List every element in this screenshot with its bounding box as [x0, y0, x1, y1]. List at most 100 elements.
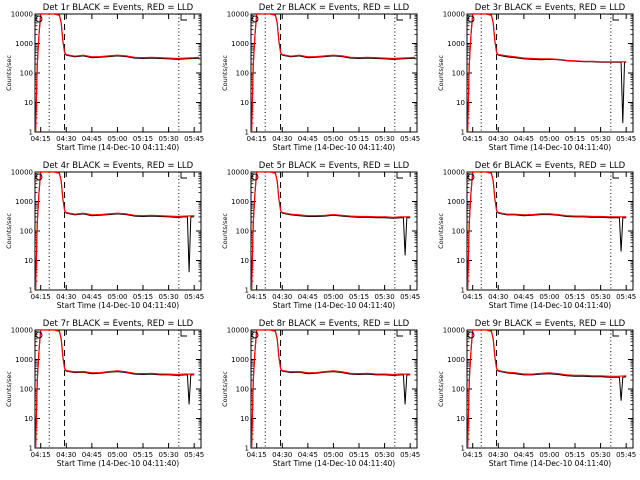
plot-frame: [34, 171, 202, 291]
x-tick-label: 04:45: [298, 451, 318, 459]
y-tick-label: 100: [236, 386, 249, 394]
end-bracket-icon: [612, 330, 619, 337]
y-tick-label: 10: [456, 99, 465, 107]
x-tick-label: 05:45: [616, 135, 636, 143]
panel-title: Det 5r BLACK = Events, RED = LLD: [259, 161, 410, 171]
panel-1: Det 1r BLACK = Events, RED = LLD 04:15 04:…: [5, 3, 204, 152]
plot-frame: [250, 329, 418, 449]
y-axis-label: Counts/sec: [5, 371, 13, 407]
series-line-lld: [35, 172, 195, 290]
x-tick-label: 05:45: [184, 293, 204, 301]
y-tick-label: 10: [24, 99, 33, 107]
x-tick-label: 04:30: [272, 135, 292, 143]
y-axis-label: Counts/sec: [437, 55, 445, 91]
panel-8: Det 8r BLACK = Events, RED = LLD 04:15 04:…: [221, 319, 420, 468]
series-line-events: [35, 330, 195, 448]
x-tick-label: 04:45: [514, 451, 534, 459]
y-tick-label: 10: [240, 99, 249, 107]
x-axis-label: Start Time (14-Dec-10 04:11:40): [57, 143, 179, 152]
start-marker-icon: [251, 15, 259, 23]
x-tick-label: 05:00: [539, 451, 559, 459]
panel-title: Det 6r BLACK = Events, RED = LLD: [475, 161, 626, 171]
x-tick-label: 05:30: [159, 451, 179, 459]
x-tick-label: 04:45: [298, 135, 318, 143]
panel-title: Det 8r BLACK = Events, RED = LLD: [259, 319, 410, 329]
x-tick-label: 05:30: [591, 293, 611, 301]
x-tick-label: 04:30: [272, 451, 292, 459]
x-tick-label: 04:45: [514, 135, 534, 143]
series-line-events: [35, 172, 195, 290]
x-axis-label: Start Time (14-Dec-10 04:11:40): [489, 301, 611, 310]
start-marker-icon: [251, 331, 259, 339]
y-axis-label: Counts/sec: [5, 213, 13, 249]
panel-3: Det 3r BLACK = Events, RED = LLD 04:15 04:…: [437, 3, 636, 152]
panel-2: Det 2r BLACK = Events, RED = LLD 04:15 04:…: [221, 3, 420, 152]
series-line-events: [467, 14, 627, 132]
start-marker-icon: [467, 173, 475, 181]
start-marker-icon: [35, 331, 43, 339]
y-tick-label: 100: [452, 228, 465, 236]
x-tick-label: 04:45: [298, 293, 318, 301]
x-tick-label: 05:15: [565, 451, 585, 459]
plot-frame: [466, 171, 634, 291]
start-marker-icon: [35, 173, 43, 181]
y-tick-label: 10: [240, 415, 249, 423]
x-tick-label: 04:15: [463, 451, 483, 459]
y-tick-label: 1: [461, 445, 465, 453]
x-tick-label: 05:45: [400, 451, 420, 459]
y-tick-label: 1: [29, 287, 33, 295]
x-tick-label: 05:15: [133, 135, 153, 143]
y-tick-label: 1: [245, 287, 249, 295]
x-tick-label: 05:30: [375, 451, 395, 459]
series-line-events: [467, 172, 627, 290]
x-tick-label: 05:30: [159, 293, 179, 301]
x-tick-label: 04:30: [272, 293, 292, 301]
x-tick-label: 05:00: [323, 135, 343, 143]
y-tick-label: 10: [24, 257, 33, 265]
x-tick-label: 04:30: [488, 135, 508, 143]
x-tick-label: 05:30: [591, 135, 611, 143]
y-tick-label: 1: [29, 445, 33, 453]
x-tick-label: 04:45: [82, 293, 102, 301]
plot-frame: [466, 13, 634, 133]
series-line-events: [35, 14, 200, 132]
y-tick-label: 1000: [447, 40, 465, 48]
series-line-lld: [467, 172, 627, 290]
x-tick-label: 05:00: [323, 293, 343, 301]
plot-frame: [466, 329, 634, 449]
x-tick-label: 04:45: [82, 135, 102, 143]
x-tick-label: 05:45: [400, 293, 420, 301]
start-marker-icon: [467, 331, 475, 339]
start-marker-icon: [35, 15, 43, 23]
x-tick-label: 04:15: [247, 293, 267, 301]
y-tick-label: 10000: [443, 169, 465, 177]
y-axis-label: Counts/sec: [221, 371, 229, 407]
x-axis-label: Start Time (14-Dec-10 04:11:40): [273, 143, 395, 152]
y-tick-label: 10000: [11, 11, 33, 19]
x-tick-label: 05:15: [349, 293, 369, 301]
y-tick-label: 1: [245, 129, 249, 137]
y-axis-label: Counts/sec: [437, 213, 445, 249]
x-tick-label: 05:15: [349, 451, 369, 459]
x-tick-label: 04:15: [247, 451, 267, 459]
y-tick-label: 10000: [227, 11, 249, 19]
series-line-lld: [251, 14, 416, 132]
x-tick-label: 04:30: [56, 135, 76, 143]
x-tick-label: 04:45: [82, 451, 102, 459]
series-line-events: [467, 330, 627, 448]
y-axis-label: Counts/sec: [221, 55, 229, 91]
end-bracket-icon: [612, 14, 619, 21]
y-tick-label: 1000: [15, 198, 33, 206]
plot-frame: [250, 13, 418, 133]
series-line-lld: [35, 330, 195, 448]
x-tick-label: 04:15: [247, 135, 267, 143]
x-tick-label: 04:15: [31, 293, 51, 301]
panel-title: Det 7r BLACK = Events, RED = LLD: [43, 319, 194, 329]
panel-6: Det 6r BLACK = Events, RED = LLD 04:15 04:…: [437, 161, 636, 310]
x-tick-label: 05:30: [375, 135, 395, 143]
series-line-lld: [251, 172, 411, 290]
x-tick-label: 05:00: [539, 135, 559, 143]
panel-title: Det 9r BLACK = Events, RED = LLD: [475, 319, 626, 329]
panel-7: Det 7r BLACK = Events, RED = LLD 04:15 04:…: [5, 319, 204, 468]
